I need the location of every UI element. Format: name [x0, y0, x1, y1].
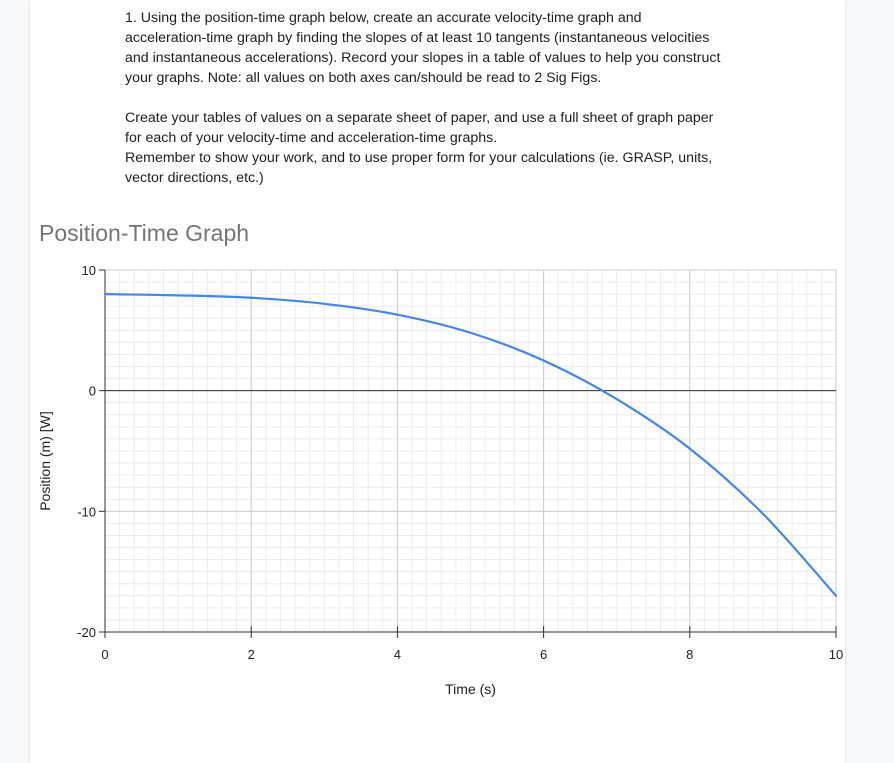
- instruction-line: and instantaneous accelerations). Record…: [125, 50, 721, 66]
- document-page: [30, 0, 845, 763]
- instruction-line: 1. Using the position-time graph below, …: [125, 10, 642, 26]
- instruction-line: acceleration-time graph by finding the s…: [125, 30, 710, 46]
- x-tick-label: 4: [394, 647, 401, 662]
- instruction-line: Remember to show your work, and to use p…: [125, 150, 713, 166]
- x-tick-label: 6: [540, 647, 547, 662]
- x-tick-label: 2: [248, 647, 255, 662]
- instruction-line: your graphs. Note: all values on both ax…: [125, 70, 602, 86]
- x-tick-label: 8: [686, 647, 693, 662]
- y-tick-label: -20: [77, 625, 96, 640]
- series-line: [103, 293, 838, 597]
- x-tick-label: 0: [101, 647, 108, 662]
- x-tick-label: 10: [829, 647, 843, 662]
- instruction-line: vector directions, etc.): [125, 170, 264, 186]
- y-tick-label: 0: [89, 384, 96, 399]
- y-tick-label: -10: [77, 504, 96, 519]
- x-axis-label: Time (s): [445, 681, 496, 697]
- y-tick-label: 10: [82, 263, 96, 278]
- instruction-line: Create your tables of values on a separa…: [125, 110, 714, 126]
- y-axis-label: Position (m) [W]: [37, 411, 53, 511]
- chart-title: Position-Time Graph: [39, 220, 250, 246]
- instruction-line: for each of your velocity-time and accel…: [125, 130, 498, 146]
- instructions-text: 1. Using the position-time graph below, …: [125, 8, 765, 188]
